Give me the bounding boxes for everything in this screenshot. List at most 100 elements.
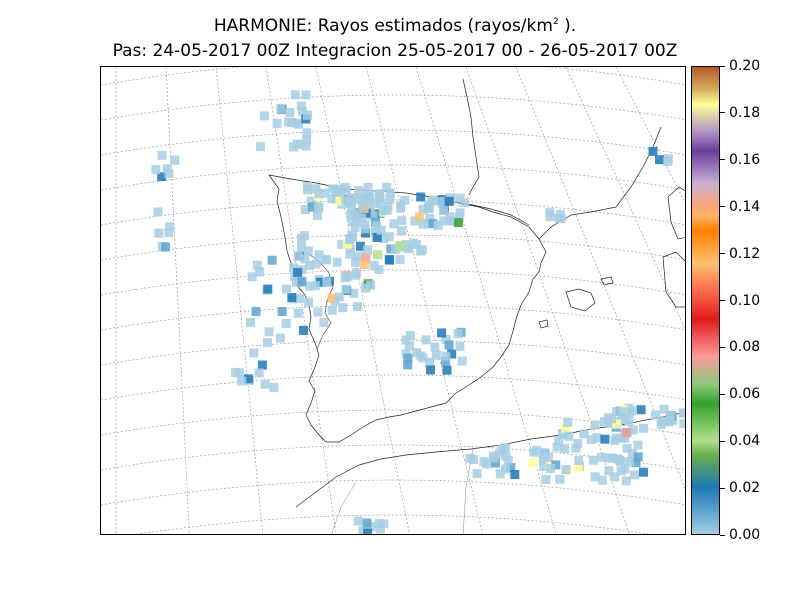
- lightning-cell: [561, 423, 571, 433]
- lightning-cell: [251, 306, 261, 316]
- lightning-cell: [560, 443, 570, 453]
- lightning-cell: [573, 463, 583, 473]
- lightning-cell: [267, 255, 277, 265]
- parallel-line: [101, 164, 685, 191]
- lightning-cell: [625, 457, 635, 467]
- lightning-cell: [260, 379, 270, 389]
- lightning-cell: [316, 277, 325, 287]
- lightning-cell: [347, 217, 357, 227]
- map-title-line-2: Pas: 24-05-2017 00Z Integracion 25-05-20…: [112, 41, 678, 61]
- lightning-cell: [157, 172, 167, 182]
- lightning-cell: [295, 139, 305, 149]
- lightning-cell: [246, 317, 255, 327]
- lightning-cell: [358, 201, 367, 211]
- colorbar-tick: [720, 534, 725, 536]
- lightning-cell: [293, 251, 303, 261]
- lightning-cell: [362, 518, 372, 528]
- lightning-cell: [441, 356, 451, 366]
- colorbar-tick: [720, 65, 725, 67]
- lightning-cell: [255, 267, 265, 277]
- lightning-cell: [425, 357, 435, 367]
- lightning-cell: [500, 464, 510, 474]
- lightning-cell: [425, 214, 435, 223]
- lightning-cell: [604, 453, 614, 463]
- lightning-cell: [604, 466, 614, 476]
- lightning-cell: [259, 111, 269, 121]
- lightning-cell: [369, 260, 379, 270]
- lightning-cell: [500, 443, 510, 453]
- lightning-cell: [290, 90, 300, 100]
- lightning-cell: [276, 104, 286, 113]
- colorbar-tick: [720, 346, 725, 348]
- lightning-cell: [275, 333, 285, 343]
- lightning-cell: [600, 434, 610, 444]
- lightning-cell: [431, 350, 441, 360]
- ibiza: [538, 319, 549, 329]
- colorbar-tick-label: 0.18: [729, 104, 761, 121]
- lightning-cell: [455, 193, 465, 203]
- lightning-cell: [354, 251, 364, 261]
- lightning-cell: [454, 213, 464, 222]
- lightning-cell: [613, 454, 623, 464]
- lightning-cell: [322, 277, 332, 287]
- lightning-cell: [395, 255, 405, 265]
- colorbar-tick-label: 0.16: [729, 151, 761, 168]
- lightning-cell: [628, 425, 638, 435]
- lightning-cell: [311, 184, 321, 194]
- lightning-cell: [384, 232, 394, 242]
- lightning-cell: [546, 464, 556, 473]
- colorbar-tick: [720, 393, 725, 395]
- lightning-cell: [665, 416, 675, 426]
- lightning-cell: [262, 338, 272, 348]
- lightning-cell: [353, 516, 363, 526]
- lightning-cell: [554, 436, 564, 446]
- lightning-cell: [538, 455, 548, 464]
- menorca: [600, 276, 614, 286]
- lightning-cell: [303, 185, 313, 195]
- lightning-cell: [243, 374, 253, 384]
- lightning-cell: [400, 195, 410, 205]
- lightning-cell: [401, 335, 411, 345]
- lightning-cell: [360, 220, 370, 230]
- colorbar-tick-label: 0.12: [729, 245, 761, 262]
- lightning-cell: [409, 238, 419, 248]
- lightning-cell: [438, 206, 448, 215]
- lightning-cell: [164, 228, 174, 237]
- colorbar-tick: [720, 159, 725, 161]
- lightning-cell: [313, 307, 323, 317]
- lightning-cell: [170, 155, 180, 165]
- lightning-cell: [379, 519, 389, 529]
- lightning-cell: [416, 351, 426, 361]
- lightning-cell: [154, 228, 164, 238]
- lightning-cell: [651, 410, 661, 420]
- lightning-cell: [437, 197, 447, 207]
- lightning-cell: [571, 443, 581, 453]
- lightning-cell: [378, 206, 388, 215]
- lightning-cell: [612, 419, 621, 429]
- france-spain-border: [458, 202, 530, 226]
- africa-inland-1: [331, 481, 357, 534]
- lightning-cell: [310, 281, 320, 291]
- lightning-cell: [631, 458, 641, 468]
- lightning-cell: [557, 429, 567, 438]
- lightning-cell: [528, 458, 538, 468]
- colorbar-tick: [720, 440, 725, 442]
- meridian-line: [365, 67, 484, 534]
- lightning-cell: [489, 453, 499, 463]
- lightning-cell: [370, 227, 380, 237]
- lightning-cell: [396, 203, 406, 213]
- lightning-cell: [341, 185, 351, 195]
- lightning-cell: [354, 186, 364, 196]
- lightning-cell: [453, 218, 463, 228]
- colorbar-tick: [720, 112, 725, 114]
- lightning-cell: [590, 472, 600, 482]
- meridian-line: [215, 67, 264, 534]
- lightning-cell: [417, 245, 427, 255]
- lightning-cell: [299, 325, 308, 335]
- lightning-cell: [539, 448, 549, 458]
- lightning-cell: [334, 292, 344, 302]
- lightning-cell: [590, 420, 600, 430]
- lightning-cell: [586, 435, 596, 445]
- lightning-cell: [469, 455, 479, 464]
- lightning-cell: [430, 342, 440, 352]
